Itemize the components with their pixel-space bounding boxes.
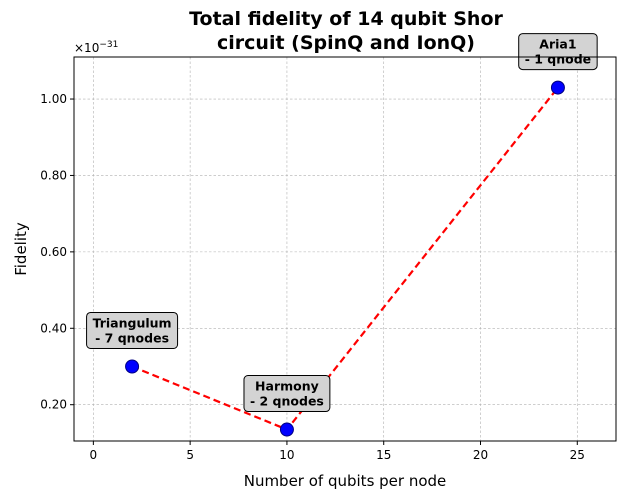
y-tick-label: 0.40 [40, 321, 67, 335]
chart-title-line-1: Total fidelity of 14 qubit Shor [189, 8, 503, 30]
y-tick-label: 1.00 [40, 92, 67, 106]
plot-frame [73, 56, 617, 442]
x-tick-label: 10 [279, 448, 294, 462]
annotation-text: - 1 qnode [525, 52, 591, 67]
x-tick-label: 5 [186, 448, 194, 462]
annotations-layer: Triangulum- 7 qnodes Harmony- 2 qnodes Ari… [86, 33, 598, 413]
annotation-text: - 2 qnodes [250, 394, 324, 409]
x-axis-label: Number of qubits per node [244, 472, 447, 490]
annotation-text: - 7 qnodes [95, 330, 169, 345]
y-axis-label: Fidelity [12, 222, 30, 276]
grid-lines [74, 57, 616, 441]
annotation-box [86, 311, 179, 349]
x-tick-label: 20 [473, 448, 488, 462]
data-point [125, 359, 140, 374]
annotation-text: Aria1 [539, 37, 576, 52]
x-tick-label: 15 [376, 448, 391, 462]
axis-ticks: 0 5 10 15 20 25 0.20 0.40 0.60 0.80 1.00 [40, 92, 585, 462]
y-tick-label: 0.20 [40, 398, 67, 412]
x-tick-label: 25 [570, 448, 585, 462]
data-point [279, 422, 294, 437]
annotation-box [518, 33, 598, 71]
y-tick-label: 0.80 [40, 168, 67, 182]
point-annotation: Triangulum- 7 qnodes [86, 311, 179, 349]
point-annotation: Aria1- 1 qnode [518, 33, 598, 71]
chart-title-line-2: circuit (SpinQ and IonQ) [217, 32, 475, 54]
x-tick-label: 0 [90, 448, 98, 462]
fidelity-line [131, 86, 559, 431]
y-tick-label: 0.60 [40, 245, 67, 259]
annotation-text: Harmony [255, 379, 319, 394]
data-point [550, 80, 565, 95]
annotation-text: Triangulum [93, 315, 172, 330]
point-annotation: Harmony- 2 qnodes [243, 375, 331, 413]
series-layer [125, 80, 565, 437]
annotation-box [243, 375, 331, 413]
y-scale-factor: ×10−31 [74, 40, 118, 55]
